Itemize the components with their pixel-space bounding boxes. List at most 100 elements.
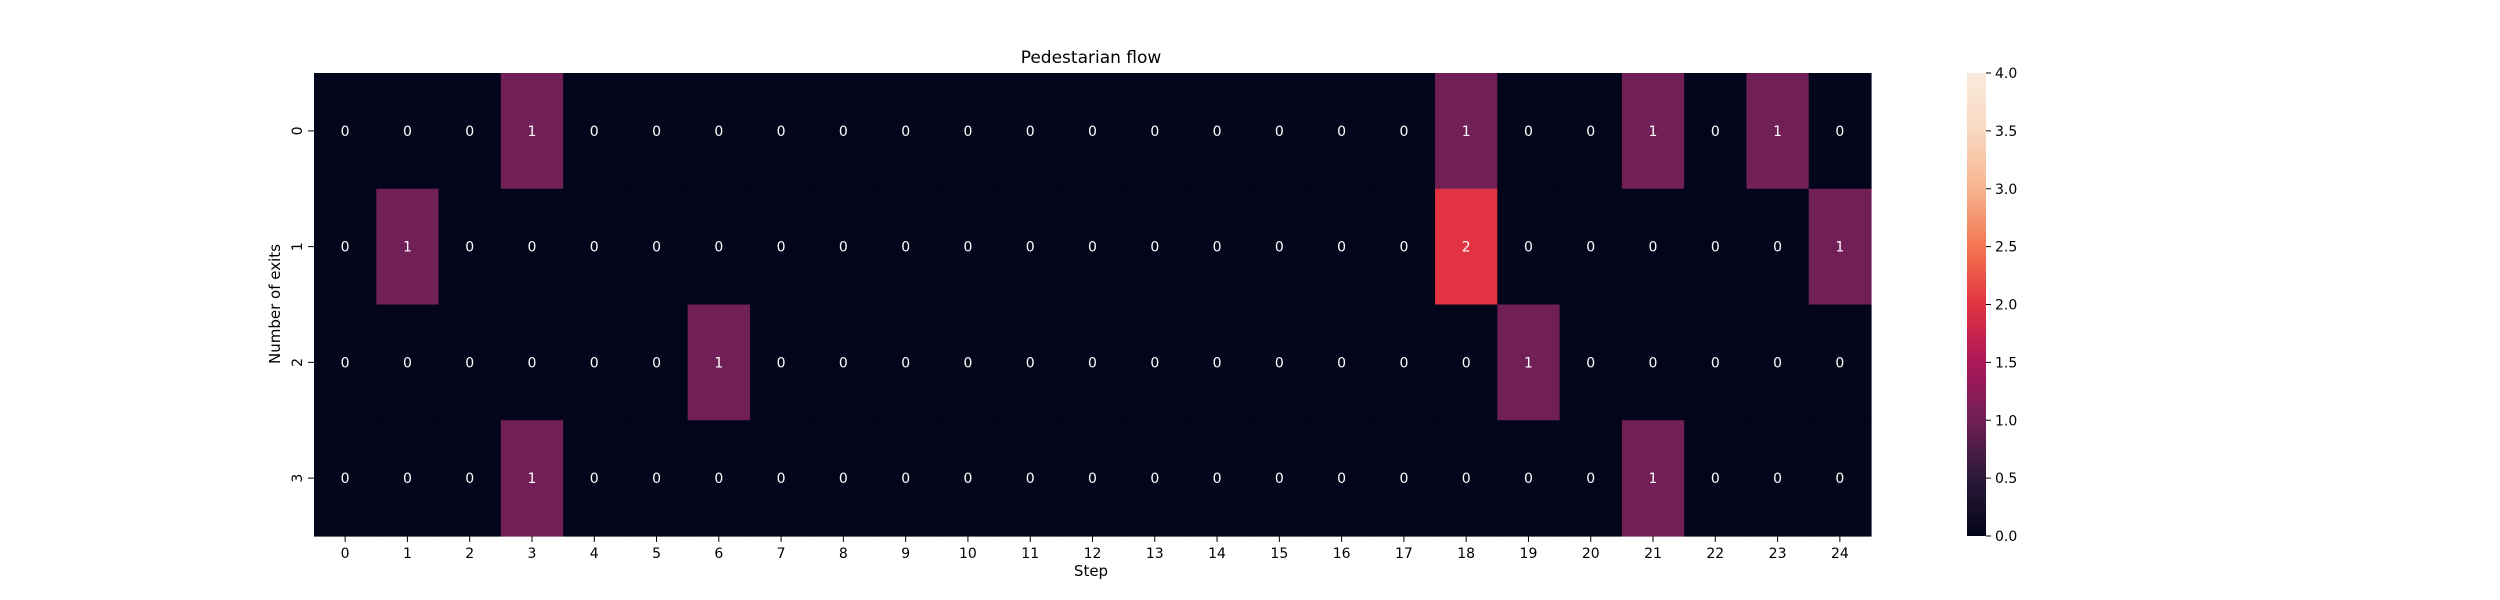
cell-value-label: 0: [1462, 471, 1471, 487]
cell-value-label: 0: [528, 355, 537, 371]
cell-value-label: 0: [1213, 240, 1222, 256]
heatmap-cell: [563, 420, 626, 537]
cell-value-label: 0: [465, 471, 474, 487]
heatmap-cell: [1310, 73, 1374, 190]
cell-value-label: 0: [1399, 124, 1408, 140]
heatmap-cell: [1684, 73, 1748, 190]
cell-value-label: 0: [777, 471, 786, 487]
heatmap-cell: [1372, 188, 1436, 306]
cell-value-label: 0: [1462, 355, 1471, 371]
colorbar-tick-label: 0.5: [1995, 471, 2017, 487]
cell-value-label: 0: [1835, 471, 1844, 487]
heatmap-cell: [376, 188, 440, 306]
x-tick-label: 5: [652, 546, 661, 562]
cell-value-label: 0: [465, 355, 474, 371]
heatmap-cell: [812, 304, 876, 421]
cell-value-label: 0: [777, 124, 786, 140]
x-tick-label: 15: [1270, 546, 1288, 562]
cell-value-label: 0: [1337, 240, 1346, 256]
heatmap-cell: [625, 73, 689, 190]
heatmap-cell: [749, 188, 813, 306]
heatmap-cell: [1123, 304, 1187, 421]
cell-value-label: 1: [1835, 240, 1844, 256]
cell-value-label: 1: [528, 471, 537, 487]
x-tick-label: 7: [777, 546, 786, 562]
heatmap-cell: [563, 73, 626, 190]
cell-value-label: 0: [1649, 355, 1658, 371]
cell-value-label: 0: [839, 240, 848, 256]
heatmap-cell: [625, 304, 689, 421]
cell-value-label: 0: [714, 471, 723, 487]
heatmap-cell: [314, 304, 377, 421]
y-tick-label: 3: [290, 474, 306, 483]
cell-value-label: 0: [1275, 471, 1284, 487]
heatmap-cell: [1061, 73, 1125, 190]
heatmap-cell: [438, 73, 502, 190]
heatmap-cell: [563, 188, 626, 306]
heatmap-cell: [999, 73, 1062, 190]
cell-value-label: 0: [1026, 355, 1035, 371]
cell-value-label: 0: [341, 471, 350, 487]
cell-value-label: 0: [963, 471, 972, 487]
cell-value-label: 0: [1150, 471, 1159, 487]
heatmap-cell: [1123, 420, 1187, 537]
x-tick-label: 2: [465, 546, 474, 562]
cell-value-label: 0: [1586, 240, 1595, 256]
heatmap-cell: [1746, 188, 1810, 306]
heatmap-cell: [376, 304, 440, 421]
x-tick-label: 1: [403, 546, 412, 562]
x-tick-label: 22: [1706, 546, 1724, 562]
heatmap-cells: [314, 73, 1872, 537]
heatmap-cell: [1497, 188, 1561, 306]
heatmap-cell: [999, 188, 1062, 306]
cell-value-label: 0: [465, 240, 474, 256]
heatmap-cell: [1123, 188, 1187, 306]
cell-value-label: 0: [1337, 471, 1346, 487]
colorbar-tick-label: 3.5: [1995, 124, 2017, 140]
cell-value-label: 0: [652, 124, 661, 140]
cell-value-label: 0: [1586, 124, 1595, 140]
x-tick-label: 10: [959, 546, 977, 562]
cell-value-label: 0: [1088, 355, 1097, 371]
cell-value-label: 0: [1711, 355, 1720, 371]
cell-value-label: 0: [1649, 240, 1658, 256]
cell-value-label: 0: [1088, 471, 1097, 487]
x-tick-label: 20: [1582, 546, 1600, 562]
cell-value-label: 0: [1773, 240, 1782, 256]
cell-value-label: 0: [1026, 471, 1035, 487]
heatmap-cell: [1746, 304, 1810, 421]
x-tick-label: 13: [1146, 546, 1164, 562]
cell-value-label: 0: [1150, 240, 1159, 256]
cell-value-label: 0: [1586, 471, 1595, 487]
heatmap-cell: [1497, 420, 1561, 537]
heatmap-cell: [1185, 304, 1249, 421]
cell-value-label: 0: [839, 355, 848, 371]
heatmap-cell: [1746, 73, 1810, 190]
heatmap-cell: [874, 188, 938, 306]
cell-value-label: 0: [1213, 124, 1222, 140]
cell-value-label: 1: [1649, 124, 1658, 140]
cell-value-label: 0: [403, 355, 412, 371]
heatmap-cell: [1808, 304, 1872, 421]
heatmap-cell: [749, 73, 813, 190]
heatmap-cell: [1621, 420, 1685, 537]
heatmap-cell: [1061, 420, 1125, 537]
heatmap-cell: [999, 304, 1062, 421]
cell-value-label: 0: [1337, 355, 1346, 371]
heatmap-cell: [500, 304, 564, 421]
cell-value-label: 0: [528, 240, 537, 256]
heatmap-cell: [749, 420, 813, 537]
cell-value-label: 0: [1586, 355, 1595, 371]
heatmap-cell: [1185, 188, 1249, 306]
cell-value-label: 0: [1337, 124, 1346, 140]
x-tick-label: 23: [1769, 546, 1787, 562]
heatmap-cell: [314, 420, 377, 537]
cell-value-label: 0: [1150, 124, 1159, 140]
y-axis: 0 1 2 3: [290, 126, 314, 483]
cell-value-label: 0: [1026, 240, 1035, 256]
cell-value-label: 0: [1399, 240, 1408, 256]
heatmap-cell: [1621, 188, 1685, 306]
colorbar-tick-label: 2.5: [1995, 240, 2017, 256]
heatmap-cell: [936, 188, 1000, 306]
